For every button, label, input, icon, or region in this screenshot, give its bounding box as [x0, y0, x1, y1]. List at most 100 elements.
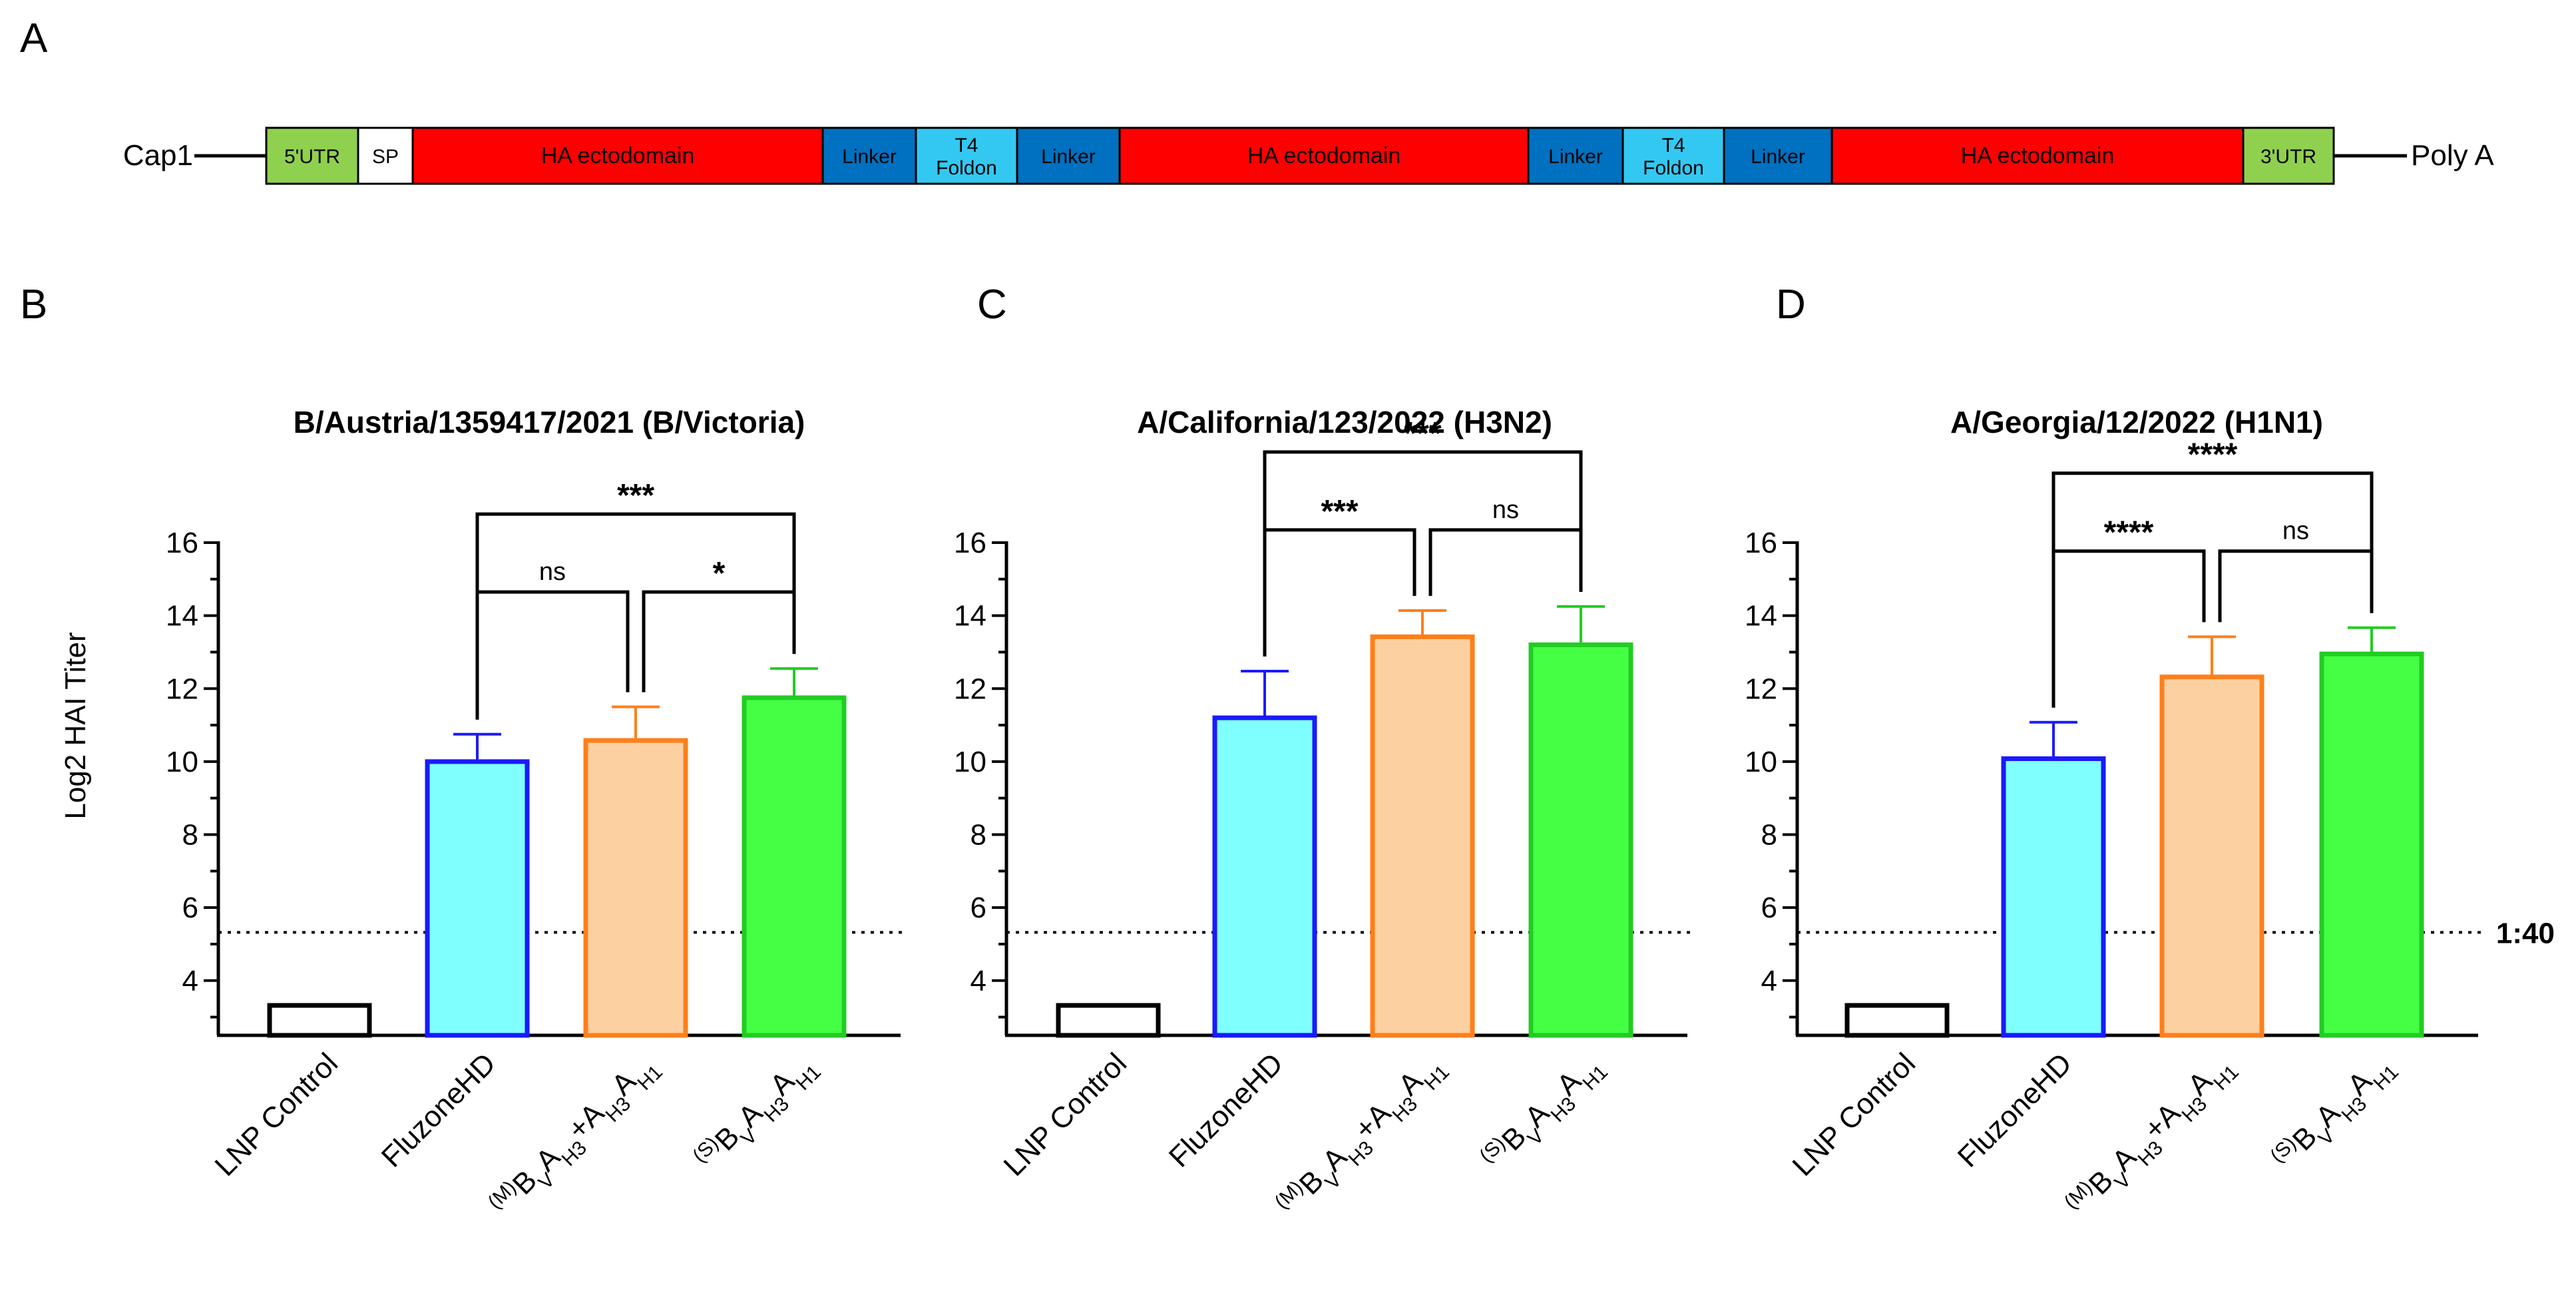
y-tick-label: 4	[1761, 965, 1777, 997]
construct-segment-label: Linker	[1041, 146, 1096, 168]
significance-label: *	[713, 556, 726, 591]
bar	[1528, 642, 1633, 1038]
y-tick-label: 6	[1761, 892, 1777, 924]
significance-label: ***	[1404, 416, 1441, 451]
y-tick-label: 14	[1745, 600, 1777, 633]
panel-letter-d: D	[1776, 282, 1806, 328]
bar	[742, 695, 847, 1038]
significance-label: ****	[2188, 437, 2238, 473]
category-label: (M)BVAH3+AH3AH1	[2059, 1045, 2243, 1228]
panel-letter-c: C	[977, 282, 1007, 328]
bar	[2319, 651, 2424, 1038]
category-label: LNP Control	[1787, 1047, 1922, 1182]
significance-bracket	[475, 590, 630, 720]
construct-segment-label: T4 Foldon	[936, 134, 997, 179]
significance-label: ****	[2104, 515, 2154, 551]
significance-label: ns	[539, 558, 566, 586]
y-tick-label: 12	[1745, 672, 1777, 705]
construct-segment-label: Linker	[1751, 146, 1805, 168]
bar	[425, 759, 530, 1038]
category-label: FluzoneHD	[375, 1047, 502, 1173]
bar	[267, 1003, 372, 1038]
construct-segment	[821, 127, 917, 185]
significance-bracket	[1263, 528, 1416, 656]
y-tick-label: 16	[1745, 527, 1777, 559]
significance-label: ns	[2282, 517, 2309, 545]
category-label: FluzoneHD	[1163, 1047, 1289, 1173]
y-tick-label: 14	[954, 600, 986, 633]
construct-segment-label: HA ectodomain	[1961, 143, 2115, 168]
panel-letter-a: A	[20, 15, 48, 61]
construct-segment	[1830, 127, 2245, 185]
category-label: (M)BVAH3+AH3AH1	[1270, 1045, 1453, 1228]
chart-panel: A/California/123/2022 (H3N2) 4 6 8 10 12 14 16 *…	[954, 405, 1691, 1228]
y-tick-label: 16	[166, 527, 198, 559]
y-tick-label: 12	[166, 672, 198, 705]
y-tick-label: 12	[954, 672, 986, 705]
bar	[1844, 1003, 1950, 1038]
charts: B/Austria/1359417/2021 (B/Victoria) 4 6 8 10…	[59, 405, 2555, 1228]
y-tick-label: 4	[182, 965, 198, 997]
significance-bracket	[475, 512, 796, 720]
y-tick-label: 8	[182, 819, 198, 852]
construct-segment	[1723, 127, 1833, 185]
chart-title: A/Georgia/12/2022 (H1N1)	[1950, 405, 2323, 439]
construct-segment	[1621, 127, 1725, 185]
category-label: (M)BVAH3+AH3AH1	[483, 1045, 666, 1228]
bar	[1370, 634, 1475, 1038]
category-label: (S)BVAH3AH1	[1475, 1045, 1612, 1182]
poly-a-label: Poly A	[2411, 139, 2494, 172]
chart-title: A/California/123/2022 (H3N2)	[1137, 405, 1552, 439]
significance-bracket	[1428, 528, 1583, 596]
construct-segment-label: HA ectodomain	[541, 143, 695, 168]
y-tick-label: 6	[182, 892, 198, 924]
y-tick-label: 10	[1745, 746, 1777, 778]
construct-segment-label: 5'UTR	[284, 146, 340, 168]
significance-label: ***	[1321, 494, 1358, 529]
y-tick-label: 16	[954, 527, 986, 559]
category-label: (S)BVAH3AH1	[2266, 1045, 2403, 1182]
category-label: LNP Control	[998, 1047, 1134, 1182]
bar	[1212, 715, 1317, 1038]
construct-segment-label: SP	[372, 146, 399, 168]
construct-segment	[1016, 127, 1121, 185]
cap1-label: Cap1	[123, 139, 193, 172]
y-tick-label: 10	[166, 746, 198, 778]
construct-segment	[1527, 127, 1624, 185]
construct-segment-label: Linker	[1548, 146, 1603, 168]
y-tick-label: 14	[166, 600, 198, 633]
y-axis-label: Log2 HAI Titer	[59, 632, 92, 819]
significance-label: ns	[1492, 496, 1519, 524]
chart-panel: B/Austria/1359417/2021 (B/Victoria) 4 6 8 10…	[59, 405, 904, 1228]
threshold-label: 1:40	[2496, 917, 2555, 949]
bar	[2001, 756, 2106, 1038]
y-tick-label: 4	[970, 965, 986, 997]
y-tick-label: 6	[970, 892, 986, 924]
category-label: FluzoneHD	[1952, 1047, 2078, 1173]
category-label: LNP Control	[209, 1047, 345, 1182]
construct-segments: 5'UTR SP HA ectodomain Linker T4 Foldon Linker…	[265, 127, 2335, 185]
construct-segment-label: Linker	[842, 146, 897, 168]
construct-segment	[2242, 127, 2335, 185]
y-tick-label: 8	[970, 819, 986, 852]
construct-segment-label: 3'UTR	[2260, 146, 2316, 168]
bar	[583, 738, 688, 1038]
bar	[1056, 1003, 1161, 1038]
construct-segment	[1118, 127, 1530, 185]
bar	[2159, 674, 2264, 1038]
construct-segment-label: T4 Foldon	[1643, 134, 1704, 179]
y-tick-label: 8	[1761, 819, 1777, 852]
panel-letter-b: B	[20, 282, 47, 328]
significance-label: ***	[617, 478, 654, 513]
category-label: (S)BVAH3AH1	[688, 1045, 825, 1182]
construct-segment-label: HA ectodomain	[1247, 143, 1401, 168]
significance-bracket	[2051, 549, 2206, 708]
y-tick-label: 10	[954, 746, 986, 778]
mrna-construct-diagram: Cap1 Poly A 5'UTR SP HA ectodomain Linker T4…	[123, 127, 2494, 185]
construct-segment	[411, 127, 824, 185]
chart-title: B/Austria/1359417/2021 (B/Victoria)	[294, 405, 805, 439]
chart-panel: A/Georgia/12/2022 (H1N1) 4 6 8 10 12 14 16 **** *…	[1745, 405, 2555, 1228]
significance-bracket	[2218, 549, 2374, 623]
significance-bracket	[642, 590, 796, 692]
